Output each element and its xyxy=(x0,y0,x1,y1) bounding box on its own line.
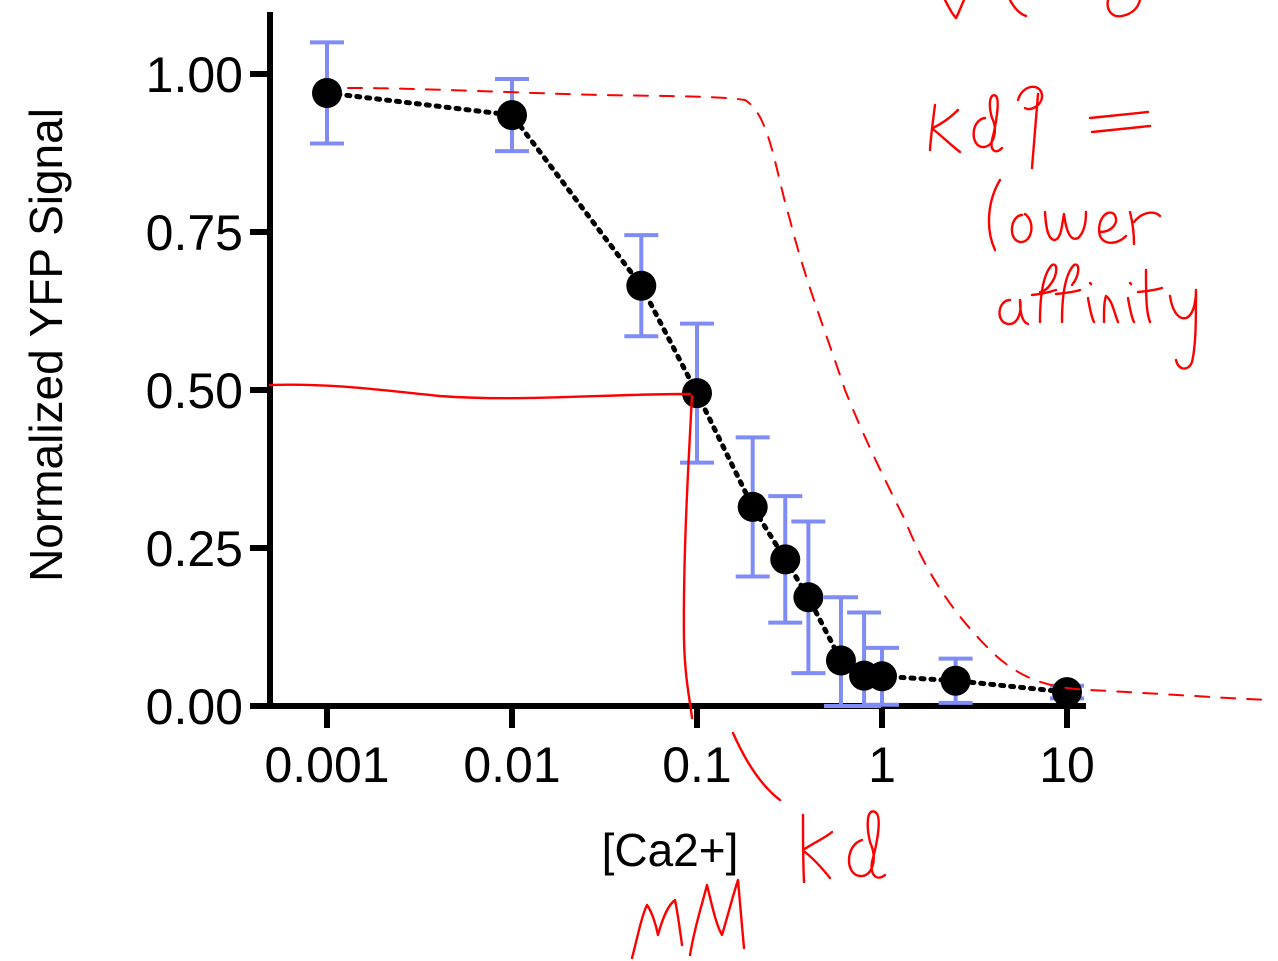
data-point xyxy=(770,544,801,575)
kd-horizontal-guide xyxy=(268,383,692,400)
data-point xyxy=(825,645,856,676)
data-point xyxy=(1052,677,1082,708)
x-tick-label: 10 xyxy=(1039,737,1095,793)
shifted-curve-sketch xyxy=(347,87,1271,701)
y-tick-label: 0.00 xyxy=(146,679,243,735)
data-point xyxy=(867,661,897,692)
note-kd-scrawl xyxy=(928,85,1152,170)
data-point xyxy=(940,665,971,696)
x-tick-label: 0.001 xyxy=(264,737,389,793)
unit-handwriting xyxy=(630,878,746,960)
data-points xyxy=(312,77,1082,708)
y-tick-label: 1.00 xyxy=(146,47,243,103)
x-axis-title: [Ca2+] xyxy=(602,824,739,876)
data-point xyxy=(737,491,768,522)
x-tick-label: 0.01 xyxy=(463,737,560,793)
data-point xyxy=(312,77,342,108)
data-point xyxy=(682,378,712,409)
axes xyxy=(267,12,1086,709)
x-tick-label: 1 xyxy=(868,737,896,793)
y-ticks: 0.00 0.25 0.50 0.75 1.00 xyxy=(146,47,270,735)
y-tick-label: 0.75 xyxy=(146,205,243,261)
data-point xyxy=(793,582,824,613)
kd-vertical-guide xyxy=(682,394,694,720)
data-point xyxy=(497,100,527,131)
note-top-scrawl xyxy=(943,0,1142,20)
y-axis-title: Normalized YFP Signal xyxy=(20,108,72,582)
note-affinity-scrawl xyxy=(998,263,1198,370)
note-lower-scrawl xyxy=(987,178,1162,252)
x-ticks: 0.001 0.01 0.1 1 10 xyxy=(264,706,1095,793)
y-tick-label: 0.50 xyxy=(146,363,243,419)
error-bars xyxy=(310,40,1084,708)
data-point xyxy=(626,270,657,301)
kd-handwriting xyxy=(801,810,887,884)
handwritten-annotations xyxy=(268,0,1271,960)
y-tick-label: 0.25 xyxy=(146,521,243,577)
kd-arrow xyxy=(731,731,782,802)
x-tick-label: 0.1 xyxy=(662,737,732,793)
